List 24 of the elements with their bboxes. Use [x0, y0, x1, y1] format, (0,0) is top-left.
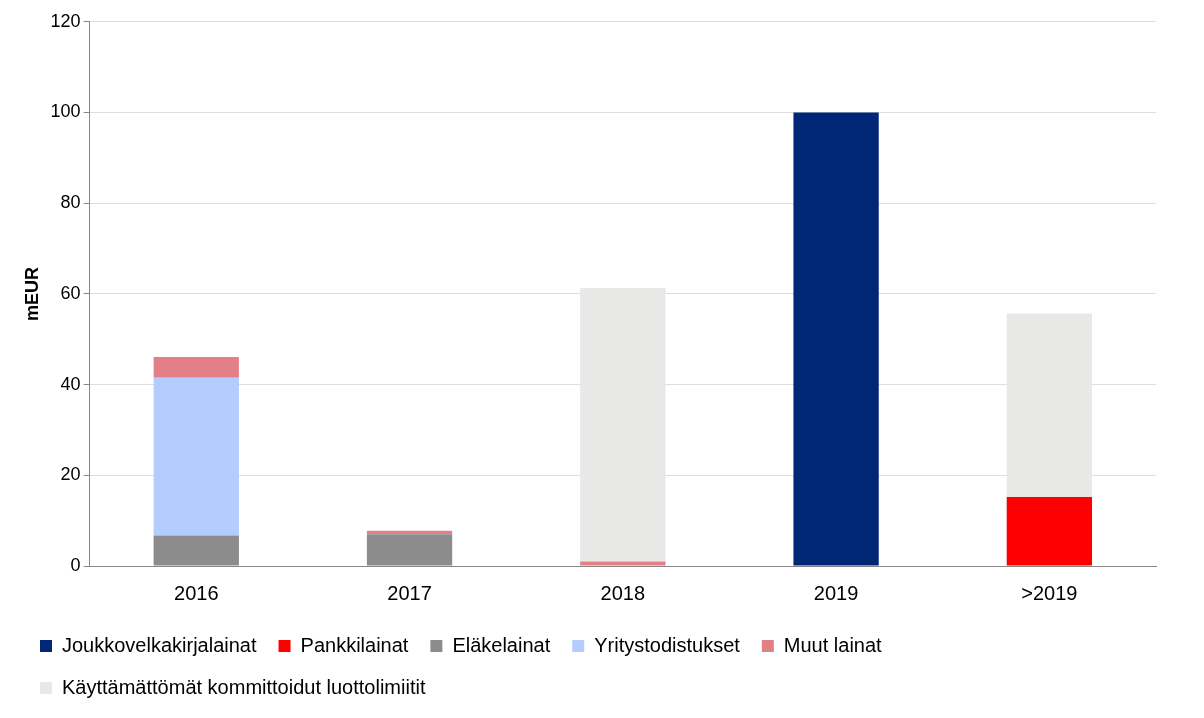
bar	[580, 561, 666, 566]
y-tick-label: 20	[60, 464, 81, 485]
bar	[793, 112, 879, 566]
bar	[153, 356, 239, 378]
legend-label: Yritystodistukset	[594, 633, 741, 656]
bar	[1006, 497, 1093, 566]
x-tick-label: 2017	[387, 581, 432, 604]
legend-label: Eläkelainat	[452, 633, 551, 656]
y-tick-label: 60	[60, 282, 81, 303]
y-tick-label: 40	[60, 373, 81, 394]
y-axis-title: mEUR	[21, 266, 42, 321]
y-tick-label: 100	[50, 101, 81, 122]
y-tick-label: 120	[50, 10, 81, 31]
legend-label: Muut lainat	[783, 633, 883, 656]
x-tick-label: 2019	[813, 581, 859, 604]
legend-label: Joukkovelkakirjalainat	[62, 633, 257, 656]
x-tick-label: 2016	[174, 581, 219, 604]
x-tick-label: 2018	[600, 581, 646, 604]
y-tick-label: 80	[60, 192, 81, 213]
legend-label: Pankkilainat	[300, 633, 409, 656]
legend-label: Käyttämättömät kommittoidut luottolimiitit	[62, 675, 426, 698]
x-tick-label: >2019	[1021, 581, 1078, 604]
bar	[153, 377, 239, 536]
y-tick-label: 0	[70, 554, 81, 575]
